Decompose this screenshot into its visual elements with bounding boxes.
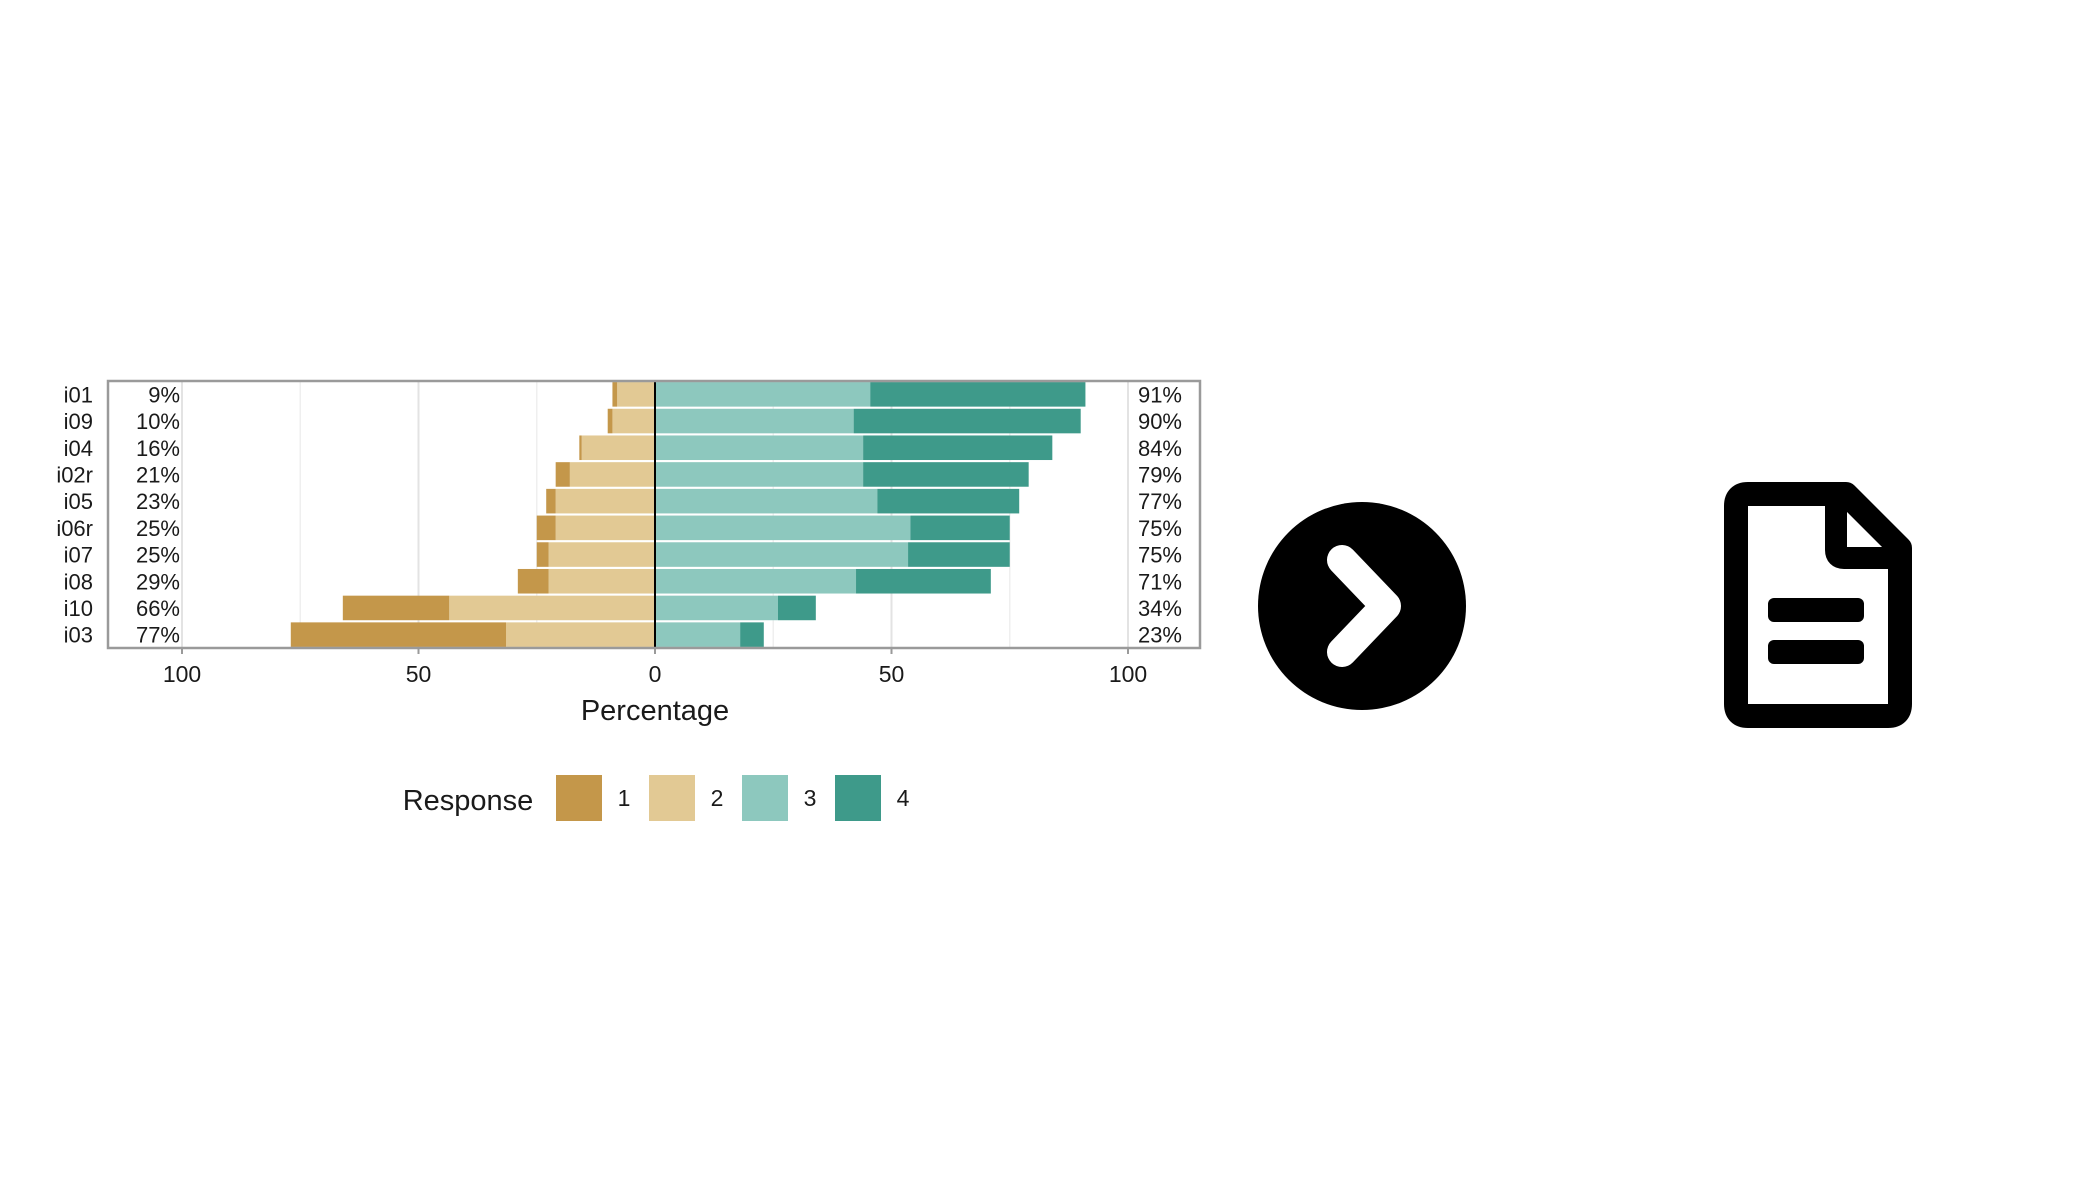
bar-i08-response-2: [548, 568, 655, 594]
category-label-i08: i08: [64, 569, 93, 594]
bar-i06r-response-3: [655, 515, 911, 541]
legend-label-4: 4: [897, 785, 910, 811]
left-percent-i09: 10%: [136, 409, 180, 434]
bar-i07-response-4: [908, 542, 1010, 567]
bar-i06r-response-2: [555, 515, 655, 541]
category-label-i02r: i02r: [56, 462, 93, 487]
bar-i03-response-1: [290, 622, 507, 647]
bar-i01-response-3: [655, 382, 871, 407]
bar-i04-response-4: [863, 435, 1053, 461]
bar-i07-response-1: [536, 542, 549, 567]
bar-i02r-response-2: [569, 462, 655, 487]
right-percent-i04: 84%: [1138, 436, 1182, 461]
bar-i08-response-4: [856, 568, 991, 594]
legend-label-1: 1: [618, 785, 631, 811]
left-percent-i02r: 21%: [136, 462, 180, 487]
bar-i03-response-4: [740, 622, 764, 647]
bar-i10-response-3: [655, 595, 778, 621]
legend-key-1: [556, 775, 602, 821]
category-label-i03: i03: [64, 623, 93, 648]
left-percent-i06r: 25%: [136, 516, 180, 541]
left-percent-i08: 29%: [136, 569, 180, 594]
bar-i04-response-1: [579, 435, 582, 461]
bar-i02r-response-3: [655, 462, 864, 487]
legend-key-4: [835, 775, 881, 821]
left-percent-i04: 16%: [136, 436, 180, 461]
bar-i09-response-3: [655, 408, 854, 434]
bar-i01-response-4: [870, 382, 1086, 407]
category-label-i06r: i06r: [56, 516, 93, 541]
bar-i05-response-4: [877, 488, 1020, 514]
x-tick-label: 0: [649, 661, 662, 687]
right-percent-i01: 91%: [1138, 382, 1182, 407]
left-percent-i10: 66%: [136, 596, 180, 621]
bar-i09-response-1: [607, 408, 613, 434]
category-label-i09: i09: [64, 409, 93, 434]
right-percent-i03: 23%: [1138, 623, 1182, 648]
bar-i02r-response-4: [863, 462, 1029, 487]
bar-i01-response-2: [617, 382, 655, 407]
chevron-right-circle-icon[interactable]: [1258, 502, 1466, 710]
bar-i05-response-3: [655, 488, 878, 514]
legend-label-2: 2: [711, 785, 724, 811]
x-tick-label: 50: [406, 661, 432, 687]
category-label-i05: i05: [64, 489, 93, 514]
bar-i04-response-2: [581, 435, 655, 461]
bar-i10-response-2: [449, 595, 655, 621]
bar-i10-response-4: [777, 595, 816, 621]
bar-i08-response-3: [655, 568, 857, 594]
bar-i06r-response-4: [910, 515, 1010, 541]
category-label-i10: i10: [64, 596, 93, 621]
legend-key-2: [649, 775, 695, 821]
right-percent-i08: 71%: [1138, 569, 1182, 594]
bar-i02r-response-1: [555, 462, 570, 487]
left-percent-i03: 77%: [136, 623, 180, 648]
bar-i05-response-1: [546, 488, 556, 514]
legend-title: Response: [403, 785, 534, 817]
x-tick-label: 100: [163, 661, 201, 687]
bar-i03-response-3: [655, 622, 741, 647]
left-percent-i05: 23%: [136, 489, 180, 514]
right-percent-i07: 75%: [1138, 543, 1182, 568]
legend-label-3: 3: [804, 785, 817, 811]
category-label-i07: i07: [64, 543, 93, 568]
x-tick-label: 100: [1109, 661, 1147, 687]
bar-i01-response-1: [612, 382, 618, 407]
bar-i06r-response-1: [536, 515, 556, 541]
legend-key-3: [742, 775, 788, 821]
right-percent-i05: 77%: [1138, 489, 1182, 514]
bar-i09-response-4: [853, 408, 1081, 434]
bar-i05-response-2: [555, 488, 655, 514]
x-axis-title: Percentage: [581, 695, 729, 727]
left-percent-i07: 25%: [136, 543, 180, 568]
right-percent-i09: 90%: [1138, 409, 1182, 434]
right-percent-i06r: 75%: [1138, 516, 1182, 541]
bar-i09-response-2: [612, 408, 655, 434]
bar-i04-response-3: [655, 435, 864, 461]
bar-i07-response-3: [655, 542, 909, 567]
document-icon[interactable]: [1722, 482, 1912, 728]
right-percent-i10: 34%: [1138, 596, 1182, 621]
likert-chart: i01 9% 91% i09 10% 90% i04 16% 84% i02r 21% 79% i05 2…: [56, 379, 1202, 821]
bar-i10-response-1: [342, 595, 450, 621]
left-percent-i01: 9%: [148, 382, 180, 407]
category-label-i01: i01: [64, 382, 93, 407]
bar-i03-response-2: [506, 622, 655, 647]
bar-i07-response-2: [548, 542, 655, 567]
right-percent-i02r: 79%: [1138, 462, 1182, 487]
category-label-i04: i04: [64, 436, 93, 461]
x-tick-label: 50: [879, 661, 905, 687]
bar-i08-response-1: [517, 568, 549, 594]
